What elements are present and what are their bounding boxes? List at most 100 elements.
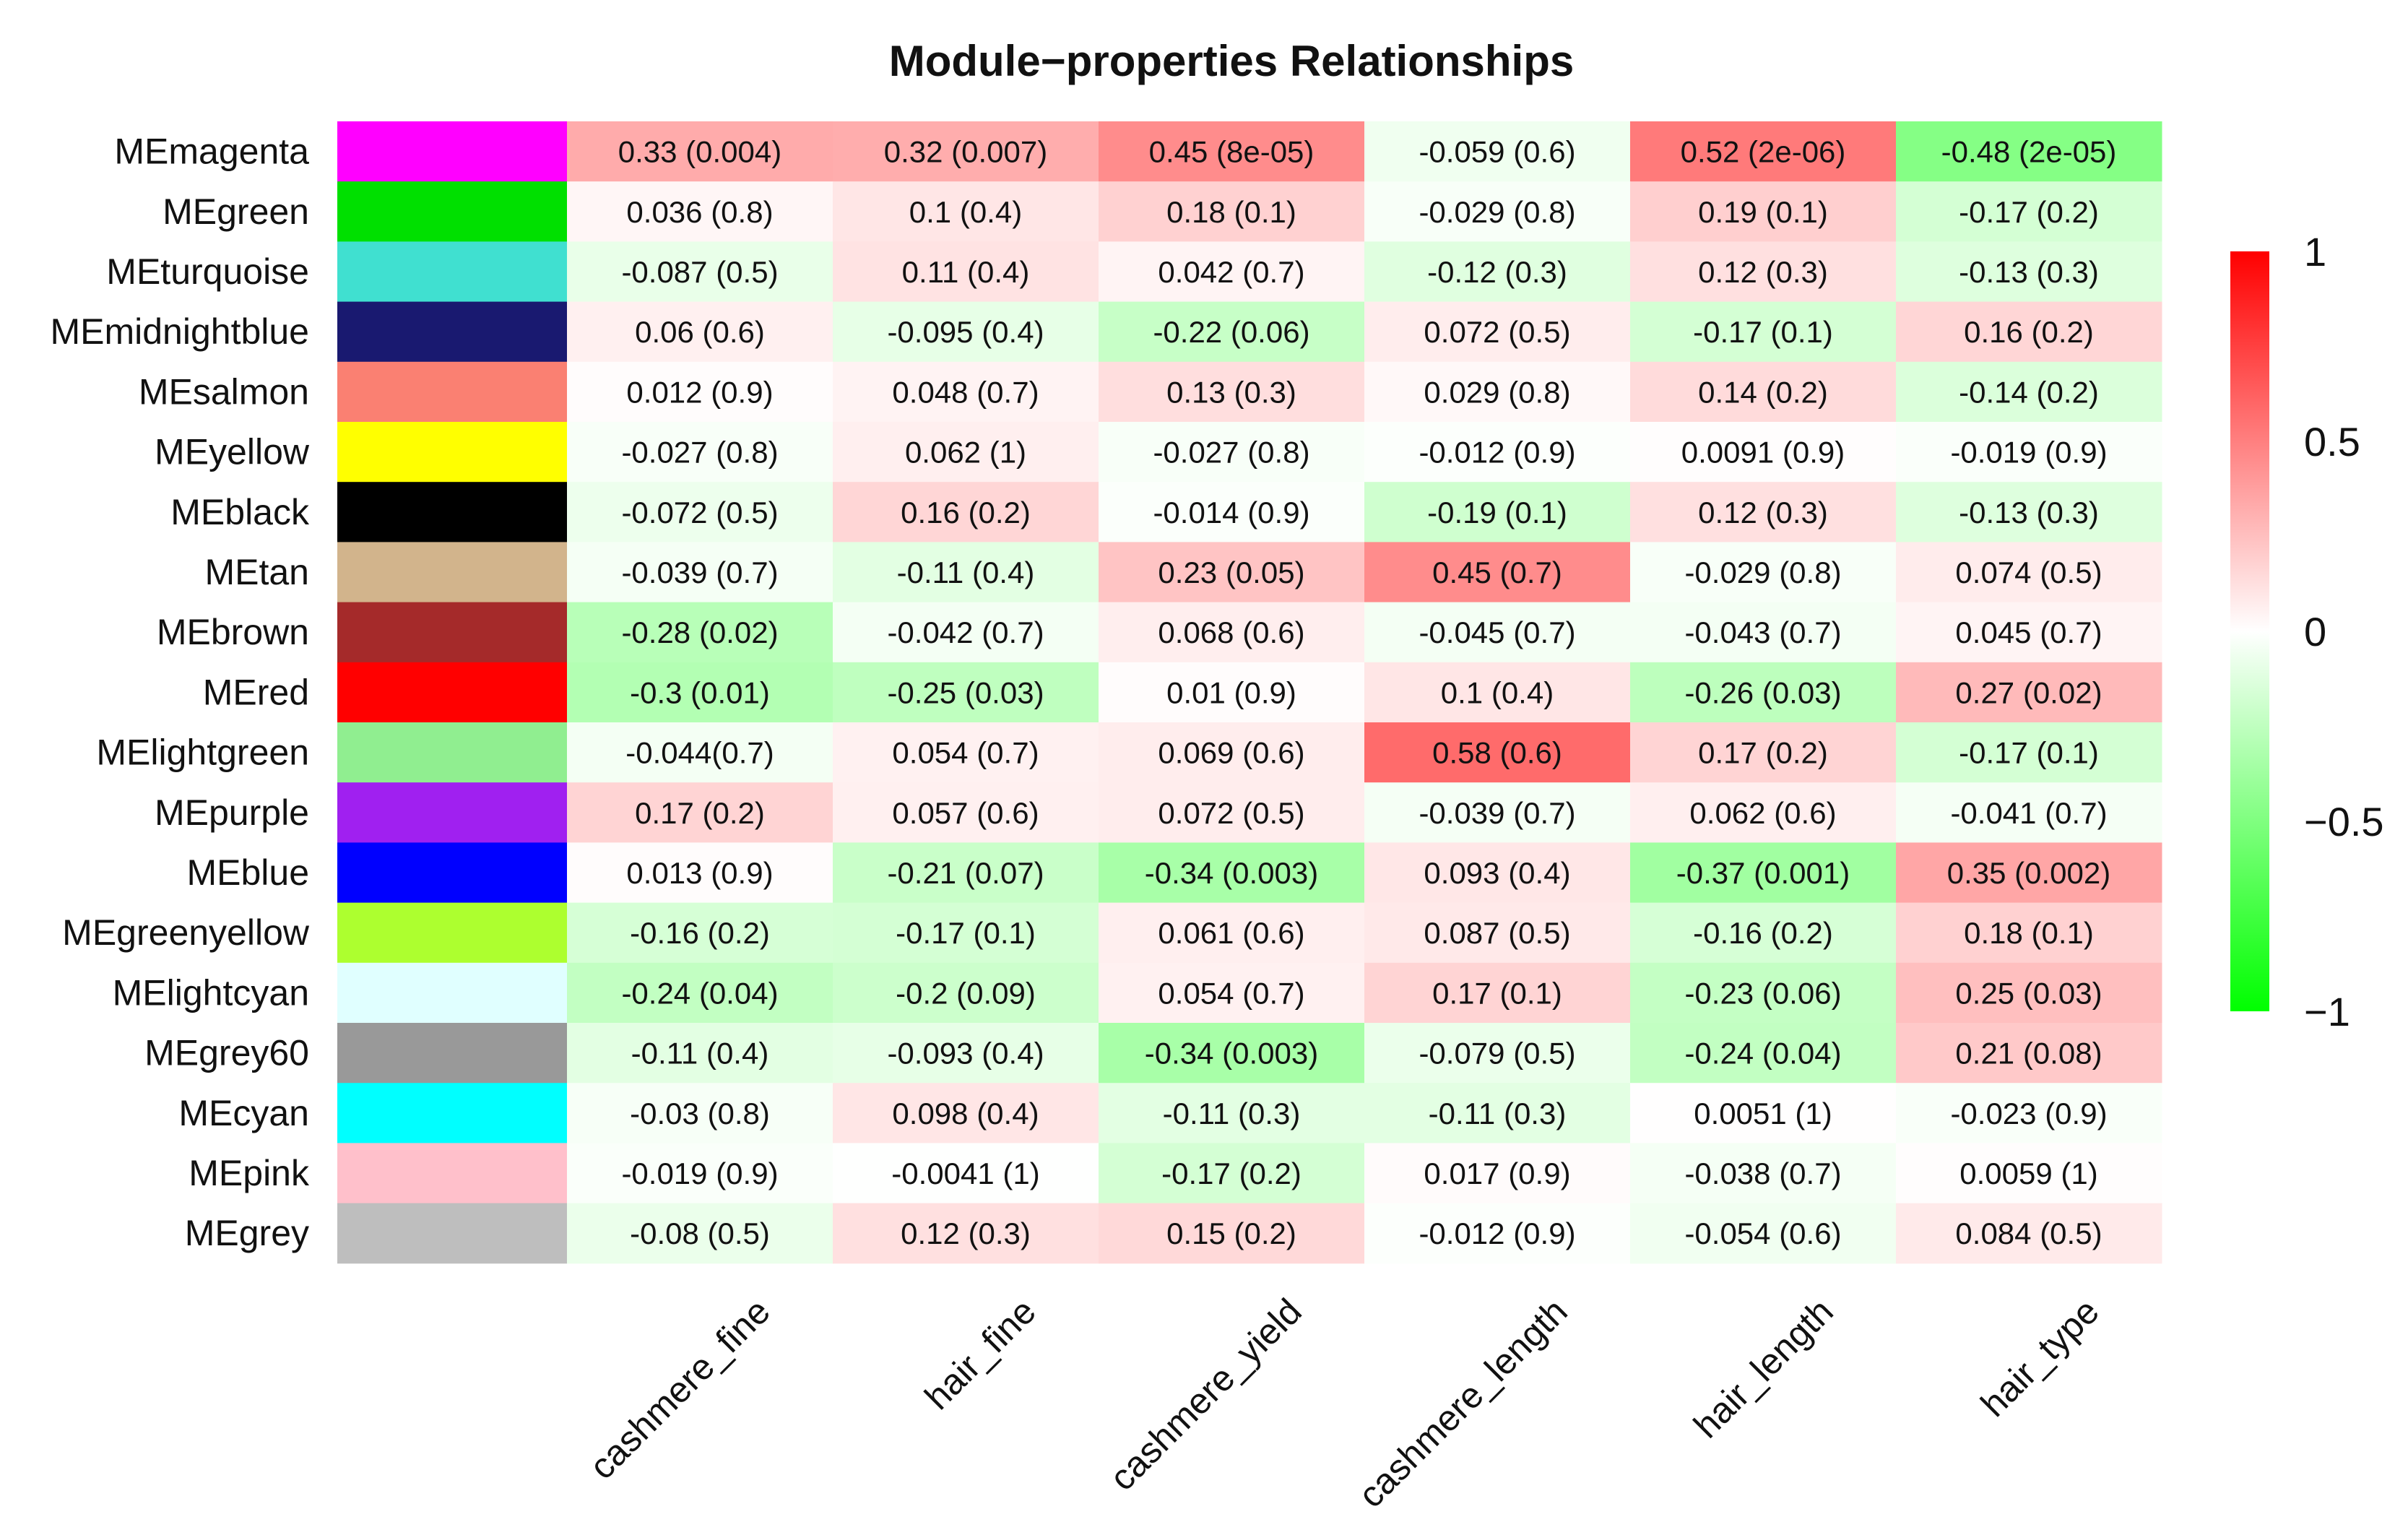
module-swatch <box>337 962 567 1024</box>
heatmap-cell <box>833 121 1099 182</box>
cell-label: 0.12 (0.3) <box>1698 255 1828 289</box>
cell-label: -0.17 (0.2) <box>1959 195 2099 229</box>
row-label: MEsalmon <box>139 371 309 412</box>
heatmap-cell <box>1630 542 1897 603</box>
heatmap-cell <box>1896 902 2162 964</box>
heatmap-cell <box>1896 1083 2162 1143</box>
heatmap-cell <box>567 782 833 843</box>
legend-tick-label: 0 <box>2304 609 2326 654</box>
cell-label: -0.3 (0.01) <box>630 675 770 709</box>
heatmap-cell <box>1099 962 1365 1024</box>
heatmap-cell <box>1896 842 2162 904</box>
cell-label: 0.068 (0.6) <box>1158 615 1304 649</box>
heatmap-cell <box>1896 181 2162 242</box>
cell-label: 0.017 (0.9) <box>1424 1156 1570 1190</box>
cell-label: 0.057 (0.6) <box>892 796 1039 830</box>
cell-label: -0.34 (0.003) <box>1145 856 1318 890</box>
cell-label: 0.25 (0.03) <box>1955 976 2102 1010</box>
heatmap-cell <box>567 1083 833 1143</box>
heatmap-cell <box>833 662 1099 723</box>
heatmap-cell <box>567 241 833 303</box>
heatmap-cell <box>1630 782 1897 843</box>
cell-label: -0.11 (0.4) <box>897 555 1035 589</box>
heatmap-cell <box>567 181 833 242</box>
cell-label: 0.069 (0.6) <box>1158 736 1304 770</box>
cell-label: -0.22 (0.06) <box>1153 315 1309 349</box>
heatmap-cell <box>567 482 833 542</box>
heatmap-cell <box>567 842 833 904</box>
cell-label: 0.13 (0.3) <box>1166 375 1296 409</box>
column-label: cashmere_yield <box>1102 1291 1309 1498</box>
cell-label: 0.18 (0.1) <box>1964 916 2094 950</box>
cell-label: 0.054 (0.7) <box>1158 976 1304 1010</box>
cell-label: 0.061 (0.6) <box>1158 916 1304 950</box>
heatmap-cell <box>1099 422 1365 483</box>
heatmap-cell <box>567 361 833 423</box>
cell-label: 0.098 (0.4) <box>892 1097 1039 1130</box>
heatmap-cell <box>1099 1083 1365 1143</box>
cell-label: -0.014 (0.9) <box>1153 496 1309 529</box>
heatmap-cell <box>833 422 1099 483</box>
heatmap-cell <box>1896 121 2162 182</box>
column-label: hair_length <box>1686 1291 1841 1446</box>
heatmap-cell <box>1364 782 1631 843</box>
heatmap-cell <box>1364 1143 1631 1204</box>
cell-label: 0.35 (0.002) <box>1947 856 2111 890</box>
module-swatch <box>337 422 567 483</box>
heatmap-cell <box>1630 482 1897 542</box>
heatmap-cell <box>1630 181 1897 242</box>
heatmap-cell <box>1099 361 1365 423</box>
heatmap-cell <box>567 962 833 1024</box>
cell-label: 0.33 (0.004) <box>618 135 782 169</box>
heatmap-cell <box>1099 181 1365 242</box>
heatmap-cell <box>1099 1143 1365 1204</box>
heatmap-cell <box>1099 482 1365 542</box>
heatmap-cell <box>1099 902 1365 964</box>
heatmap-cell <box>1099 241 1365 303</box>
cell-label: 0.042 (0.7) <box>1158 255 1304 289</box>
module-swatch <box>337 842 567 904</box>
heatmap-cell <box>833 902 1099 964</box>
heatmap-cell <box>833 482 1099 542</box>
heatmap-cell <box>1630 1083 1897 1143</box>
cell-label: -0.37 (0.001) <box>1676 856 1850 890</box>
cell-label: -0.038 (0.7) <box>1684 1156 1841 1190</box>
module-swatch <box>337 602 567 663</box>
heatmap-cell <box>833 1203 1099 1264</box>
cell-label: 0.52 (2e-06) <box>1681 135 1846 169</box>
heatmap-cell <box>1630 842 1897 904</box>
cell-label: -0.042 (0.7) <box>887 615 1044 649</box>
cell-label: -0.039 (0.7) <box>1419 796 1575 830</box>
cell-label: -0.029 (0.8) <box>1419 195 1575 229</box>
cell-label: 0.1 (0.4) <box>909 195 1022 229</box>
cell-label: 0.087 (0.5) <box>1424 916 1570 950</box>
heatmap-cell <box>1896 1023 2162 1084</box>
heatmap-cell <box>833 241 1099 303</box>
heatmap-cell <box>833 542 1099 603</box>
row-labels: MEmagenta MEgreen MEturquoise MEmidnightblu… <box>50 131 310 1254</box>
cell-label: 0.062 (0.6) <box>1689 796 1836 830</box>
cell-label: -0.087 (0.5) <box>621 255 778 289</box>
module-swatch <box>337 542 567 603</box>
cell-label: 0.074 (0.5) <box>1955 555 2102 589</box>
cell-label: -0.059 (0.6) <box>1419 135 1575 169</box>
cell-label: -0.11 (0.3) <box>1163 1097 1301 1130</box>
row-label: MEgreenyellow <box>62 912 310 953</box>
heatmap-cell <box>1630 602 1897 663</box>
cell-label: -0.16 (0.2) <box>1693 916 1833 950</box>
heatmap-cell <box>1099 1023 1365 1084</box>
heatmap-cell <box>1896 422 2162 483</box>
cell-label: -0.012 (0.9) <box>1419 436 1575 470</box>
cell-label: -0.019 (0.9) <box>1950 436 2107 470</box>
heatmap-cell <box>1364 121 1631 182</box>
cell-label: -0.24 (0.04) <box>621 976 778 1010</box>
heatmap-cell <box>1630 121 1897 182</box>
cell-label: -0.17 (0.1) <box>1959 736 2099 770</box>
heatmap-cell <box>567 902 833 964</box>
module-swatch <box>337 482 567 542</box>
row-label: MEblue <box>186 852 309 893</box>
cell-label: -0.23 (0.06) <box>1684 976 1841 1010</box>
row-label: MEpurple <box>155 792 309 833</box>
row-label: MEblack <box>170 492 310 532</box>
